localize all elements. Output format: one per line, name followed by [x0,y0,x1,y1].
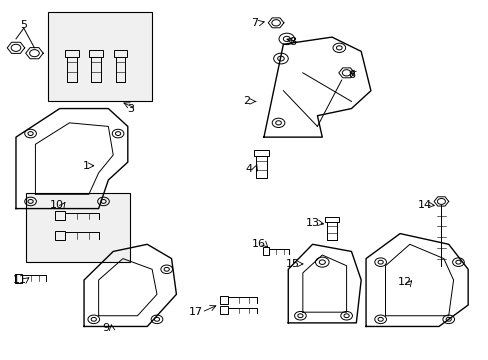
Text: 2: 2 [243,96,250,107]
Text: 8: 8 [289,37,296,48]
Text: 7: 7 [250,18,257,28]
Bar [220,306,228,314]
Bar [15,274,21,283]
Text: 3: 3 [126,104,133,113]
Text: 4: 4 [245,164,252,174]
Bar [114,50,127,57]
Text: 17: 17 [188,307,203,317]
Text: 9: 9 [102,323,109,333]
Bar [253,150,268,156]
Text: 6: 6 [347,69,354,80]
Bar [65,50,79,57]
Bar [47,12,152,102]
Text: 16: 16 [252,239,265,249]
Text: 15: 15 [285,259,300,269]
Text: 1: 1 [83,161,90,171]
Bar [26,193,130,262]
Bar [325,217,338,222]
Bar [220,296,228,304]
Bar [55,231,64,240]
Text: 10: 10 [50,200,64,210]
Bar [55,211,64,220]
Text: 13: 13 [305,218,319,228]
Bar [262,247,268,256]
Bar [89,50,103,57]
Text: 5: 5 [20,19,27,30]
Text: 11: 11 [13,275,27,285]
Text: 12: 12 [397,277,411,287]
Text: 14: 14 [416,200,430,210]
